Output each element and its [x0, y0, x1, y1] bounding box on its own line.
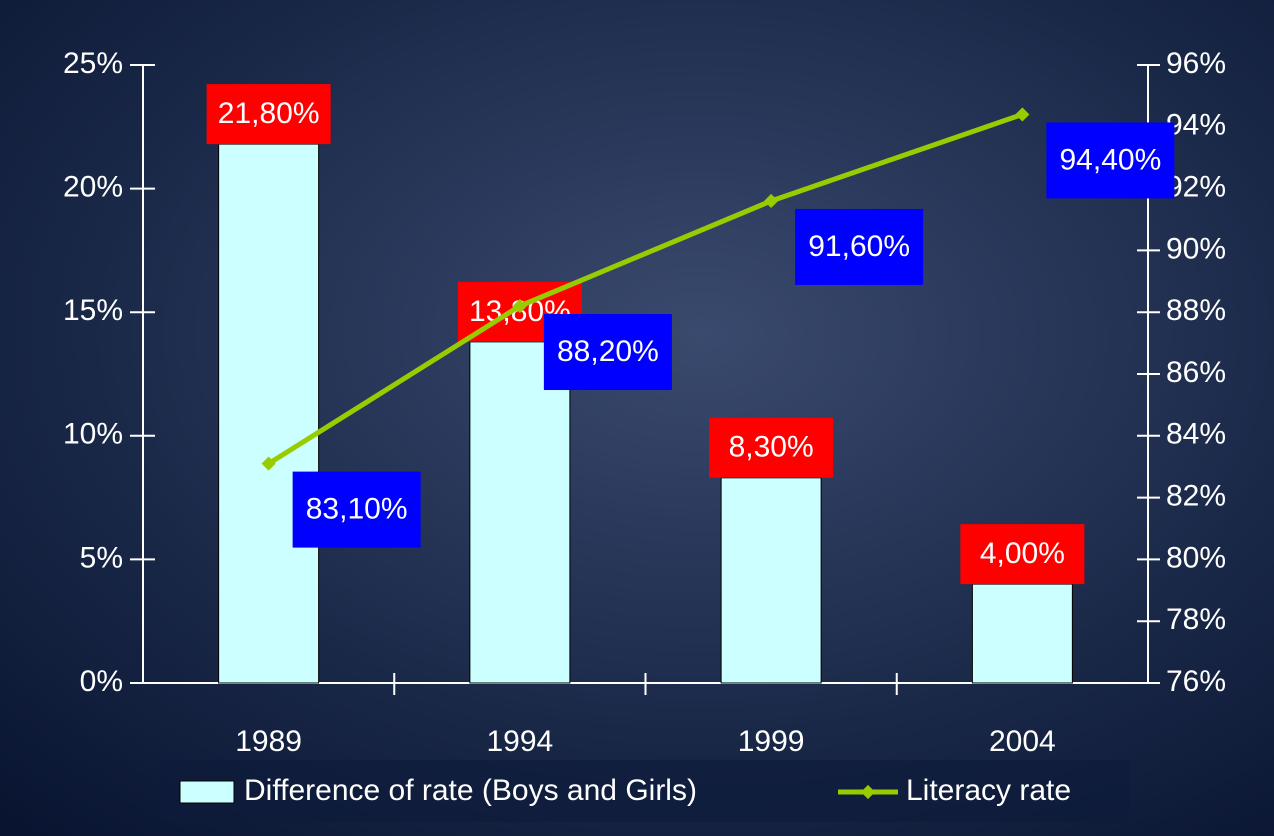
bar: [469, 341, 571, 684]
data-label: 4,00%: [980, 537, 1065, 570]
line-marker: [1015, 107, 1030, 122]
legend-swatch: [179, 780, 235, 804]
line-marker: [512, 298, 527, 314]
data-label-bg: [292, 471, 421, 548]
x-tick-label: 2004: [989, 725, 1056, 758]
bar: [971, 583, 1073, 684]
y2-tick-label: 96%: [1166, 47, 1226, 80]
data-label-bg: [960, 524, 1085, 585]
y2-tick-label: 90%: [1166, 232, 1226, 265]
y2-tick-label: 76%: [1166, 665, 1226, 698]
data-label-bg: [543, 314, 672, 391]
line-marker: [764, 193, 779, 209]
data-label: 94,40%: [1060, 143, 1162, 176]
y2-tick-label: 84%: [1166, 418, 1226, 451]
line: [267, 112, 1024, 466]
data-label: 88,20%: [557, 335, 659, 368]
data-label-bg: [709, 417, 834, 478]
legend-marker: [860, 784, 876, 800]
y-tick-label: 5%: [80, 541, 123, 574]
legend-box: [160, 760, 1130, 822]
data-label: 91,60%: [808, 230, 910, 263]
bar: [720, 477, 822, 684]
x-tick-label: 1994: [487, 725, 554, 758]
x-tick-label: 1999: [738, 725, 805, 758]
data-label-bg: [1046, 122, 1175, 199]
y2-tick-label: 82%: [1166, 480, 1226, 513]
data-label: 8,30%: [729, 431, 814, 464]
data-label-bg: [795, 208, 924, 285]
y2-tick-label: 78%: [1166, 603, 1226, 636]
legend-label: Literacy rate: [906, 774, 1071, 807]
y-tick-label: 15%: [63, 294, 123, 327]
y-tick-label: 25%: [63, 47, 123, 80]
bar: [218, 143, 320, 684]
y-tick-label: 0%: [80, 665, 123, 698]
x-tick-label: 1989: [235, 725, 302, 758]
line-marker: [261, 456, 276, 471]
y-tick-label: 10%: [63, 418, 123, 451]
y2-tick-label: 80%: [1166, 541, 1226, 574]
y2-tick-label: 92%: [1166, 171, 1226, 204]
y2-tick-label: 88%: [1166, 294, 1226, 327]
data-label: 83,10%: [306, 493, 408, 526]
y2-tick-label: 86%: [1166, 356, 1226, 389]
data-label: 21,80%: [218, 97, 320, 130]
y2-tick-label: 94%: [1166, 109, 1226, 142]
y-tick-label: 20%: [63, 171, 123, 204]
data-label-bg: [206, 84, 331, 145]
legend-label: Difference of rate (Boys and Girls): [244, 774, 697, 807]
